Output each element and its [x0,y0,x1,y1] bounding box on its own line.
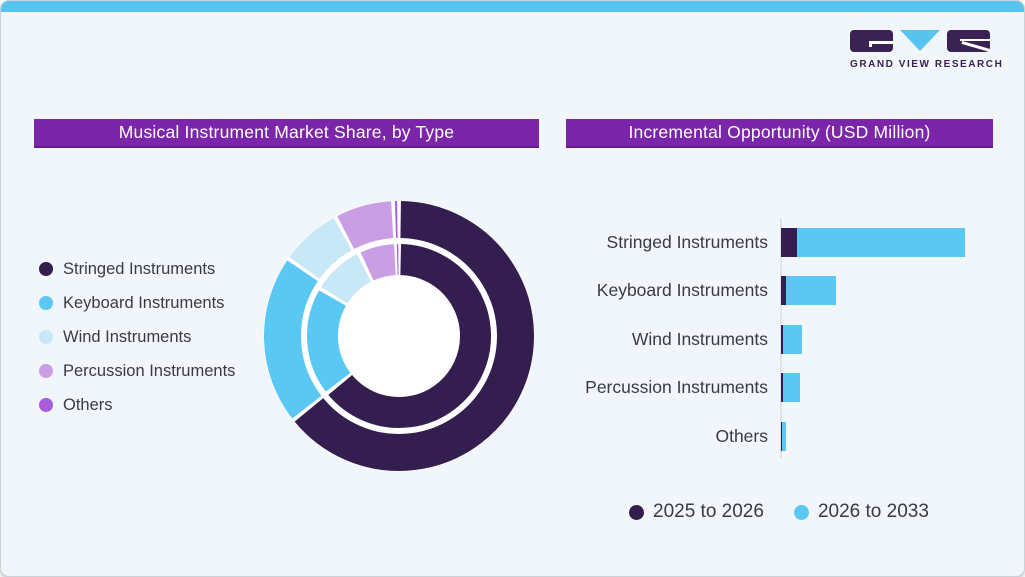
bar-row-others: Others [559,421,787,451]
logo-g-bar [869,41,893,44]
bar-category-label: Stringed Instruments [606,232,768,252]
legend-item-percussion: Percussion Instruments [39,354,235,388]
bar-segment-2026-2033 [781,421,787,451]
legend-item-stringed: Stringed Instruments [39,252,235,286]
legend-label: Keyboard Instruments [63,293,225,312]
bar-category-label: Keyboard Instruments [596,280,768,301]
grand-view-research-logo: GRAND VIEW RESEARCH [850,30,1004,70]
logo-r-bar [959,38,990,42]
donut-chart-title-banner: Musical Instrument Market Share, by Type [34,119,539,148]
legend-item-wind: Wind Instruments [39,320,235,354]
legend-item-others: Others [39,388,235,422]
bar-row-wind: Wind Instruments [559,324,802,354]
legend-label: Others [63,395,113,414]
logo-marks [850,30,993,52]
stacked-bar [781,228,965,257]
stacked-bar [781,373,800,403]
bar-category-label: Wind Instruments [631,328,768,349]
stacked-bar [781,421,787,451]
stringed-color-dot-icon [39,262,53,276]
bar-row-stringed: Stringed Instruments [559,228,965,257]
bar-chart-title-banner: Incremental Opportunity (USD Million) [566,119,993,148]
legend-item-2026-2033: 2026 to 2033 [793,501,929,523]
logo-v-triangle-icon [900,30,940,51]
legend-label: Percussion Instruments [63,361,236,380]
period-2025-2026-dot-icon [629,504,644,520]
bar-category-label: Percussion Instruments [585,377,768,398]
donut-legend: Stringed Instruments Keyboard Instrument… [39,252,235,422]
bar-segment-2025-2026 [781,276,786,306]
bar-segment-2026-2033 [782,324,802,354]
legend-label: 2025 to 2026 [653,501,764,522]
bar-segment-2026-2033 [782,373,800,403]
bar-category-label: Others [715,425,768,446]
stacked-bar [781,324,802,354]
bar-segment-2025-2026 [781,373,783,403]
top-accent-bar [1,1,1024,12]
legend-label: Wind Instruments [63,327,192,346]
legend-item-2025-2026: 2025 to 2026 [629,501,764,523]
logo-r-mark-icon [947,30,990,52]
legend-label: 2026 to 2033 [817,501,929,522]
bar-row-keyboard: Keyboard Instruments [559,276,836,306]
bar-row-percussion: Percussion Instruments [559,373,800,403]
legend-label: Stringed Instruments [63,259,216,278]
logo-g-mark-icon [850,30,893,52]
legend-item-keyboard: Keyboard Instruments [39,286,235,320]
stacked-bar [781,276,836,306]
wind-color-dot-icon [39,330,53,344]
bar-segment-2025-2026 [781,324,783,354]
logo-wordmark: GRAND VIEW RESEARCH [850,59,1004,70]
logo-g-stub [869,41,872,47]
others-color-dot-icon [39,398,53,412]
market-share-donut-chart [263,200,535,472]
logo-r-leg [961,40,990,52]
bar-segment-2026-2033 [797,228,965,257]
bar-chart-legend: 2025 to 2026 2026 to 2033 [629,501,929,523]
percussion-color-dot-icon [39,364,53,378]
keyboard-color-dot-icon [39,296,53,310]
bar-segment-2026-2033 [786,276,836,306]
bar-segment-2025-2026 [781,228,797,257]
bar-segment-2025-2026 [781,421,782,451]
period-2026-2033-dot-icon [793,504,809,520]
